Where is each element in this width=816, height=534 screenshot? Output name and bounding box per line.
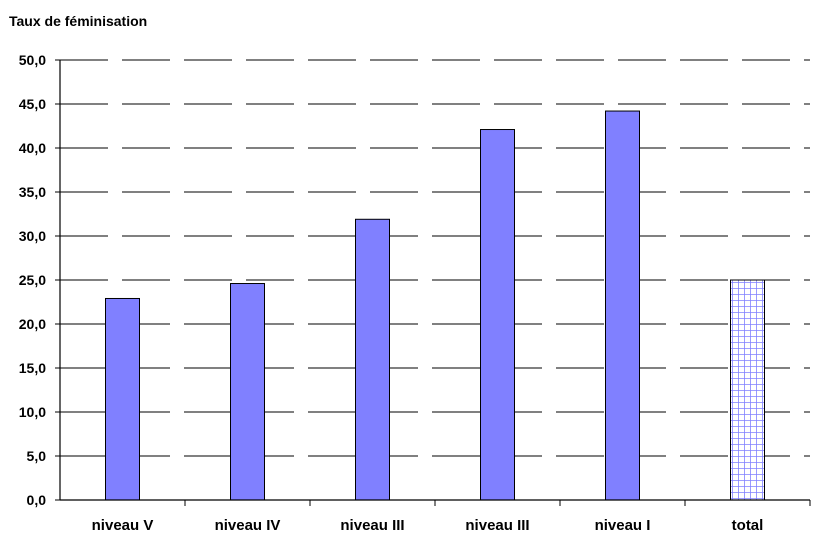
- bar: [355, 218, 390, 501]
- bar: [105, 297, 140, 501]
- x-category-label: niveau III: [465, 517, 529, 534]
- y-tick-label: 30,0: [19, 228, 46, 244]
- bar: [480, 129, 515, 501]
- y-tick-label: 5,0: [27, 448, 47, 464]
- y-tick-label: 35,0: [19, 184, 46, 200]
- y-axis-ticks: 0,0 5,0 10,0 15,0 20,0 25,0 30,0 35,0 40,0 45,0 50…: [19, 52, 60, 508]
- gridlines: [60, 59, 810, 457]
- y-tick-label: 15,0: [19, 360, 46, 376]
- bar-total: [730, 279, 765, 501]
- chart-title: Taux de féminisation: [9, 13, 147, 29]
- y-tick-label: 0,0: [27, 492, 47, 508]
- x-category-label: niveau IV: [215, 517, 281, 534]
- y-tick-label: 20,0: [19, 316, 46, 332]
- bars: [105, 110, 765, 501]
- x-axis-labels: niveau V niveau IV niveau III niveau III niv…: [92, 500, 811, 534]
- x-category-label: niveau III: [340, 517, 404, 534]
- y-tick-label: 40,0: [19, 140, 46, 156]
- y-tick-label: 50,0: [19, 52, 46, 68]
- x-category-label: total: [732, 517, 764, 534]
- y-tick-label: 25,0: [19, 272, 46, 288]
- x-category-label: niveau I: [595, 517, 651, 534]
- bar: [605, 110, 640, 501]
- x-category-label: niveau V: [92, 517, 154, 534]
- bar: [230, 283, 265, 501]
- y-tick-label: 45,0: [19, 96, 46, 112]
- y-tick-label: 10,0: [19, 404, 46, 420]
